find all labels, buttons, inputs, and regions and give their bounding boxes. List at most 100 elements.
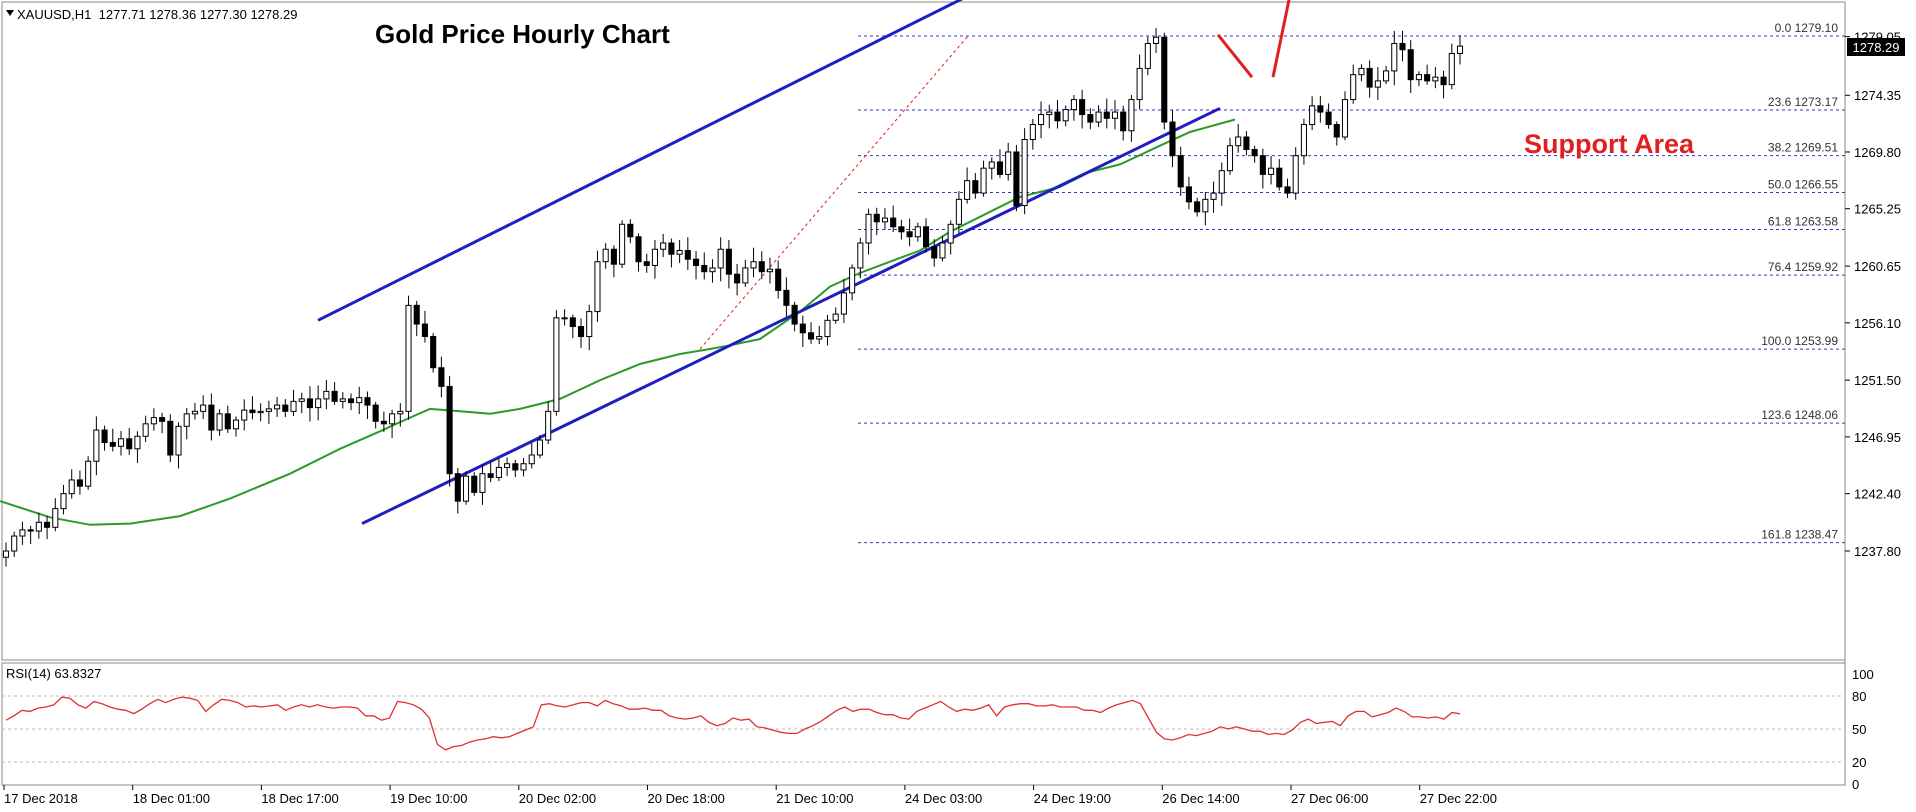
time-tick-label: 20 Dec 18:00 (648, 791, 725, 806)
time-tick-label: 26 Dec 14:00 (1162, 791, 1239, 806)
time-tick-label: 27 Dec 06:00 (1291, 791, 1368, 806)
time-tick-label: 21 Dec 10:00 (776, 791, 853, 806)
candle-body (1325, 111, 1332, 126)
candle-body (758, 261, 765, 273)
candle-body (1235, 136, 1242, 147)
candle-body (1062, 109, 1069, 122)
candle-body (1300, 124, 1307, 157)
dropdown-triangle-icon[interactable] (6, 10, 14, 16)
price-tick-label: 1242.40 (1854, 487, 1901, 502)
candle-body (1218, 170, 1225, 194)
candle-body (35, 521, 42, 532)
candle-body (2, 550, 10, 558)
candle-body (389, 413, 396, 425)
candle-body (1309, 105, 1316, 126)
candle-body (1079, 99, 1086, 116)
time-axis: 17 Dec 2018 18 Dec 01:00 18 Dec 17:00 19 De… (3, 785, 1497, 806)
candle-body (1259, 155, 1266, 175)
candle-body (553, 317, 560, 412)
candle-body (372, 404, 379, 422)
time-tick-label: 18 Dec 17:00 (261, 791, 338, 806)
candle-body (709, 267, 716, 273)
upper-channel-line (317, 0, 964, 322)
candle-body (380, 420, 387, 425)
candle-body (1276, 167, 1283, 188)
candle-body (1210, 192, 1217, 200)
candle-body (1424, 74, 1431, 82)
candle-body (27, 529, 34, 532)
candle-body (701, 264, 708, 273)
candle-body (19, 529, 26, 537)
candle-body (849, 267, 856, 294)
candle-body (1128, 99, 1135, 132)
candle-body (1029, 124, 1036, 141)
candle-body (1391, 42, 1398, 72)
candle-body (1432, 76, 1439, 82)
candle-body (857, 242, 864, 269)
candle-body (1333, 124, 1340, 138)
candle-body (561, 317, 568, 320)
candle-body (1366, 67, 1373, 88)
candle-body (421, 323, 428, 338)
candle-body (1120, 111, 1127, 132)
candle-body (840, 292, 847, 315)
candle-body (93, 429, 100, 462)
candle-body (922, 226, 930, 248)
fib-level-label: 161.8 1238.47 (1761, 528, 1838, 542)
fib-level-label: 38.2 1269.51 (1768, 141, 1838, 155)
time-tick-label: 27 Dec 22:00 (1420, 791, 1497, 806)
red-arrow-segment (1271, 0, 1291, 78)
rsi-indicator: 100 80 50 20 0 (2, 667, 1874, 792)
candle-body (1268, 167, 1275, 175)
price-tick-label: 1237.80 (1854, 544, 1901, 559)
candle-body (1021, 139, 1028, 207)
candle-body (1095, 111, 1102, 123)
candle-body (339, 398, 346, 402)
candle-body (1087, 114, 1094, 123)
candle-body (791, 304, 798, 325)
candle-body (512, 463, 519, 471)
candle-body (257, 410, 264, 414)
candle-body (1070, 99, 1077, 111)
candle-body (947, 223, 954, 244)
price-axis: 1279.051274.351269.801265.251260.651256.… (1845, 30, 1901, 559)
support-area-label: Support Area (1524, 129, 1695, 159)
candle-body (462, 475, 470, 502)
candle-body (208, 404, 215, 431)
price-tick-label: 1256.10 (1854, 316, 1901, 331)
candle-body (413, 304, 420, 325)
candle-body (1358, 67, 1365, 76)
candle-body (1440, 76, 1447, 86)
candle-body (610, 248, 617, 265)
time-tick-label: 24 Dec 19:00 (1034, 791, 1111, 806)
candlesticks (2, 27, 1464, 567)
candle-body (972, 180, 979, 194)
candle-body (1292, 155, 1299, 194)
candle-body (504, 463, 511, 468)
candle-body (438, 367, 445, 387)
candle-body (725, 248, 732, 275)
candle-body (11, 535, 18, 552)
candle-body (988, 161, 995, 169)
time-tick-label: 18 Dec 01:00 (133, 791, 210, 806)
candle-body (545, 410, 552, 441)
fib-level-label: 76.4 1259.92 (1768, 260, 1838, 274)
fib-level-label: 61.8 1263.58 (1768, 215, 1838, 229)
candle-body (224, 413, 231, 430)
candle-body (602, 248, 609, 263)
candle-body (76, 479, 83, 487)
candle-body (430, 336, 437, 369)
candle-body (1317, 105, 1324, 113)
candle-body (1226, 145, 1234, 172)
candle-body (1111, 111, 1119, 119)
price-tick-label: 1274.35 (1854, 88, 1901, 103)
candle-body (85, 460, 92, 487)
candle-body (627, 223, 634, 238)
price-tick-label: 1251.50 (1854, 373, 1901, 388)
candle-body (1399, 42, 1406, 51)
candle-body (734, 273, 741, 284)
price-tick-label: 1269.80 (1854, 145, 1901, 160)
candle-body (68, 479, 75, 495)
candle-body (914, 226, 921, 238)
